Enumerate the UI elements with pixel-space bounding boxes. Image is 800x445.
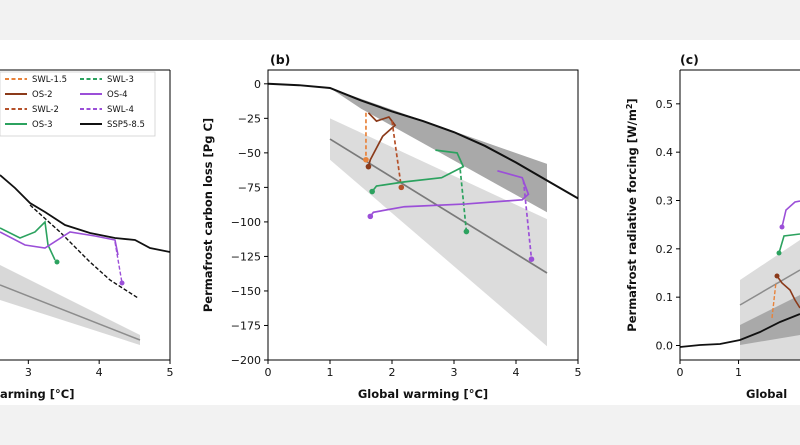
panel-a-os3-line <box>0 220 56 261</box>
panel-b-x-ticks: 0 1 2 3 4 5 <box>265 360 582 379</box>
panel-b-x-tick-3: 3 <box>451 366 458 379</box>
panel-c-y-tick-1: 0.1 <box>656 291 674 304</box>
panel-c-y-ticks: 0.0 0.1 0.2 0.3 0.4 0.5 <box>656 98 680 353</box>
panel-c-y-tick-5: 0.5 <box>656 98 674 111</box>
legend-label-7: SSP5-8.5 <box>107 120 145 130</box>
panel-b-x-tick-1: 1 <box>327 366 334 379</box>
panel-b-line-os2 <box>367 112 397 167</box>
panel-b-marker-3 <box>369 188 375 195</box>
panel-b-y-tick-3: −75 <box>238 181 261 194</box>
panel-b-y-tick-2: −50 <box>238 147 261 160</box>
panel-b-line-swl2 <box>391 120 403 188</box>
panel-c-y-tick-2: 0.2 <box>656 243 674 256</box>
panel-b-y-tick-7: −175 <box>231 319 261 332</box>
panel-b-line-swl4 <box>522 180 533 260</box>
panel-b-marker-1 <box>363 156 369 163</box>
panel-c-ssp585-line <box>680 313 800 348</box>
panel-a-plot <box>0 174 170 345</box>
panel-b-x-tick-0: 0 <box>265 366 272 379</box>
panel-b-marker-6 <box>528 256 535 262</box>
panel-c-y-tick-4: 0.4 <box>656 146 674 159</box>
panel-b-y-tick-0: 0 <box>254 78 261 91</box>
panel-c-label: (c) <box>680 52 699 67</box>
panel-c-os3-marker <box>776 250 782 256</box>
panel-c-swl1.5-line <box>771 281 777 319</box>
legend-label-2: OS-2 <box>32 90 53 100</box>
panel-c-grey-line <box>739 269 800 306</box>
legend-label-6: OS-3 <box>32 120 53 130</box>
panel-b-line-swl3 <box>459 169 468 232</box>
panel-a-x-tick-2: 5 <box>167 366 174 379</box>
panel-c-y-tick-0: 0.0 <box>656 340 674 353</box>
panel-a-dashed-black <box>29 204 139 299</box>
panel-b-line-ssp585 <box>268 82 578 200</box>
panel-b-marker-0 <box>365 163 372 170</box>
panel-c-x-tick-0: 0 <box>677 366 684 379</box>
panel-b-marker-2 <box>398 184 405 191</box>
panel-a-x-ticks: 3 4 5 <box>25 360 174 379</box>
panel-b-label: (b) <box>270 52 290 67</box>
panel-c-os4-line <box>781 200 800 228</box>
panel-b-x-tick-5: 5 <box>575 366 582 379</box>
panel-c-x-tick-1: 1 <box>735 366 742 379</box>
panel-a-os3-marker <box>54 259 60 265</box>
panel-b-y-label: Permafrost carbon loss [Pg C] <box>201 118 215 312</box>
panel-b-x-tick-4: 4 <box>513 366 520 379</box>
panel-b-band-0 <box>330 118 547 347</box>
panel-b-line-os3 <box>371 149 465 193</box>
panel-b-line-os4 <box>369 169 530 217</box>
panel-b-y-ticks: 0 −25 −50 −75 −100 −125 −150 −175 −200 <box>231 78 268 367</box>
panel-b-markers <box>363 156 535 262</box>
panel-c-os3-line <box>778 233 800 254</box>
panel-a-x-tick-0: 3 <box>25 366 32 379</box>
panel-a-swl4-line <box>114 241 123 284</box>
panel-a-grey-line <box>0 284 141 341</box>
panel-c-os2-marker <box>774 273 780 279</box>
panel-c-plot <box>680 200 800 360</box>
legend-label-3: OS-4 <box>107 90 128 100</box>
panel-b-y-tick-8: −200 <box>231 354 261 367</box>
panel-b-y-tick-6: −150 <box>231 285 261 298</box>
panel-c-y-tick-3: 0.3 <box>656 195 674 208</box>
panel-a-ssp585-line <box>0 174 170 253</box>
panel-c-x-label: Global <box>746 387 787 401</box>
panel-c-os4-marker <box>779 224 785 230</box>
panel-b-y-tick-5: −125 <box>231 250 261 263</box>
legend-label-1: SWL-3 <box>107 75 134 85</box>
panel-a-swl4-marker <box>119 280 125 286</box>
panel-a-x-tick-1: 4 <box>96 366 103 379</box>
panel-c-band-inner <box>740 295 800 345</box>
legend-label-5: SWL-4 <box>107 105 134 115</box>
panel-b-frame <box>267 69 579 361</box>
panel-b-x-tick-2: 2 <box>389 366 396 379</box>
panel-b-y-tick-1: −25 <box>238 112 261 125</box>
panel-b-y-tick-4: −100 <box>231 216 261 229</box>
panel-b-marker-5 <box>367 213 374 220</box>
legend-label-0: SWL-1.5 <box>32 75 67 85</box>
panel-a-x-label: arming [°C] <box>0 387 74 401</box>
panel-b-x-label: Global warming [°C] <box>358 387 488 401</box>
panel-c-y-label: Permafrost radiative forcing [W/m2] <box>625 98 639 331</box>
panel-c-os2-line <box>776 275 800 309</box>
panel-b-marker-4 <box>463 228 470 235</box>
panel-a-band <box>0 265 140 345</box>
panel-b: (b) 0 1 2 3 4 5 0 −25 −50 −75 −100 −125 −150 −175 −20… <box>201 52 582 401</box>
panel-a-os4-line <box>0 231 119 256</box>
panel-a-legend: SWL-1.5 SWL-3 OS-2 OS-4 SWL-2 SWL-4 OS-3 SSP5-8… <box>0 71 156 137</box>
legend-label-4: SWL-2 <box>32 105 59 115</box>
